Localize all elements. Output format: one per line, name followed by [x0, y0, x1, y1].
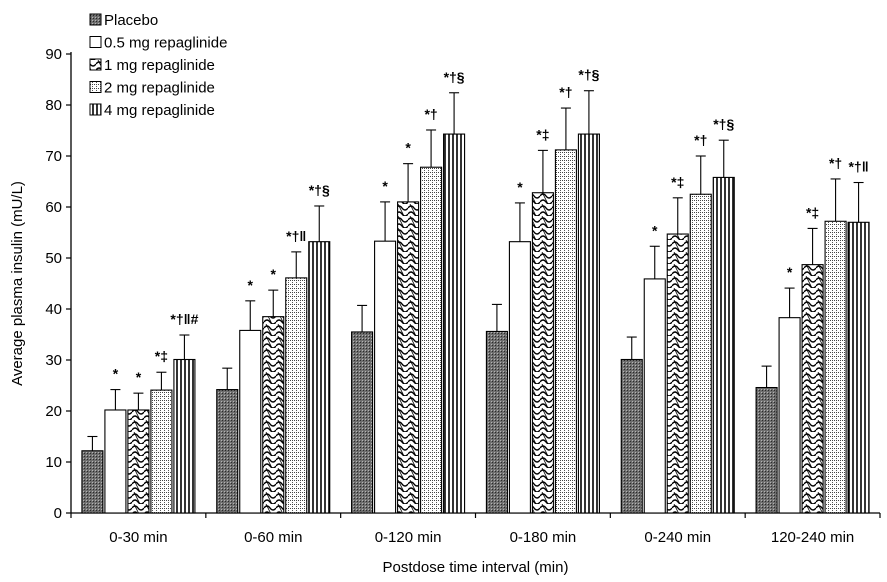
significance-label: * [136, 369, 142, 385]
y-tick-label: 80 [45, 97, 62, 114]
significance-label: * [405, 140, 411, 156]
x-tick-label: 0-240 min [644, 529, 711, 546]
legend-swatch [89, 36, 102, 48]
bar [712, 176, 735, 514]
bar [554, 149, 577, 514]
bar [397, 201, 420, 514]
y-tick-label: 30 [45, 352, 62, 369]
significance-label: * [113, 366, 119, 382]
significance-label: *†§ [309, 182, 330, 198]
bar [508, 241, 531, 514]
legend-swatch [89, 58, 102, 71]
bar [239, 329, 262, 514]
significance-label: *†‖# [170, 311, 198, 327]
y-tick-label: 60 [45, 199, 62, 216]
significance-label: * [271, 266, 277, 282]
x-tick-label: 0-60 min [244, 529, 302, 546]
significance-label: *†§ [713, 116, 734, 132]
y-tick-label: 50 [45, 250, 62, 267]
significance-label: * [517, 179, 523, 195]
bar [104, 409, 127, 514]
significance-label: *† [424, 106, 437, 122]
significance-label: *‡ [155, 348, 168, 364]
significance-label: * [382, 178, 388, 194]
bar [666, 233, 689, 514]
significance-label: *† [694, 132, 707, 148]
y-tick-label: 10 [45, 454, 62, 471]
significance-label: *†‖ [286, 228, 306, 244]
y-tick-label: 40 [45, 301, 62, 318]
legend: Placebo 0.5 mg repaglinide 1 mg repaglinid… [89, 12, 227, 119]
legend-swatch [89, 13, 102, 26]
bar [262, 316, 285, 514]
significance-label: *‡ [806, 204, 819, 220]
significance-label: * [248, 277, 254, 293]
bar [81, 450, 104, 514]
x-tick-label: 0-180 min [510, 529, 577, 546]
y-tick-label: 0 [54, 505, 62, 522]
significance-label: *†§ [444, 69, 465, 85]
y-tick-label: 70 [45, 148, 62, 165]
significance-label: *† [829, 155, 842, 171]
bar [620, 358, 643, 514]
bar [847, 221, 870, 514]
legend-label: Placebo [104, 12, 158, 29]
x-tick-label: 120-240 min [771, 529, 854, 546]
x-tick-label: 0-120 min [375, 529, 442, 546]
bar [216, 389, 239, 514]
y-axis-title: Average plasma insulin (mU/L) [9, 181, 26, 386]
bar [420, 166, 443, 514]
bar [351, 331, 374, 514]
legend-label: 4 mg repaglinide [104, 102, 215, 119]
significance-label: *‡ [671, 174, 684, 190]
significance-label: *† [559, 84, 572, 100]
legend-swatch [89, 103, 102, 116]
bar [778, 317, 801, 514]
bar [531, 192, 554, 514]
bar [755, 386, 778, 514]
legend-swatch [89, 81, 102, 93]
bar [485, 330, 508, 514]
bar [643, 278, 666, 514]
bar [173, 358, 196, 514]
bar [801, 264, 824, 514]
legend-label: 0.5 mg repaglinide [104, 35, 227, 52]
bar [308, 241, 331, 514]
legend-label: 2 mg repaglinide [104, 80, 215, 97]
significance-label: * [652, 222, 658, 238]
bar [577, 133, 600, 514]
bar [150, 389, 173, 514]
significance-label: * [787, 264, 793, 280]
bar [374, 240, 397, 514]
x-axis-title: Postdose time interval (min) [383, 559, 569, 576]
legend-label: 1 mg repaglinide [104, 57, 215, 74]
y-tick-label: 90 [45, 46, 62, 63]
y-tick-label: 20 [45, 403, 62, 420]
bar [689, 193, 712, 514]
bar [285, 277, 308, 514]
bar [443, 133, 466, 514]
x-tick-label: 0-30 min [109, 529, 167, 546]
bar [824, 220, 847, 514]
significance-label: *†‖ [848, 159, 868, 175]
significance-label: *‡ [536, 126, 549, 142]
bar [127, 409, 150, 514]
significance-label: *†§ [578, 67, 599, 83]
